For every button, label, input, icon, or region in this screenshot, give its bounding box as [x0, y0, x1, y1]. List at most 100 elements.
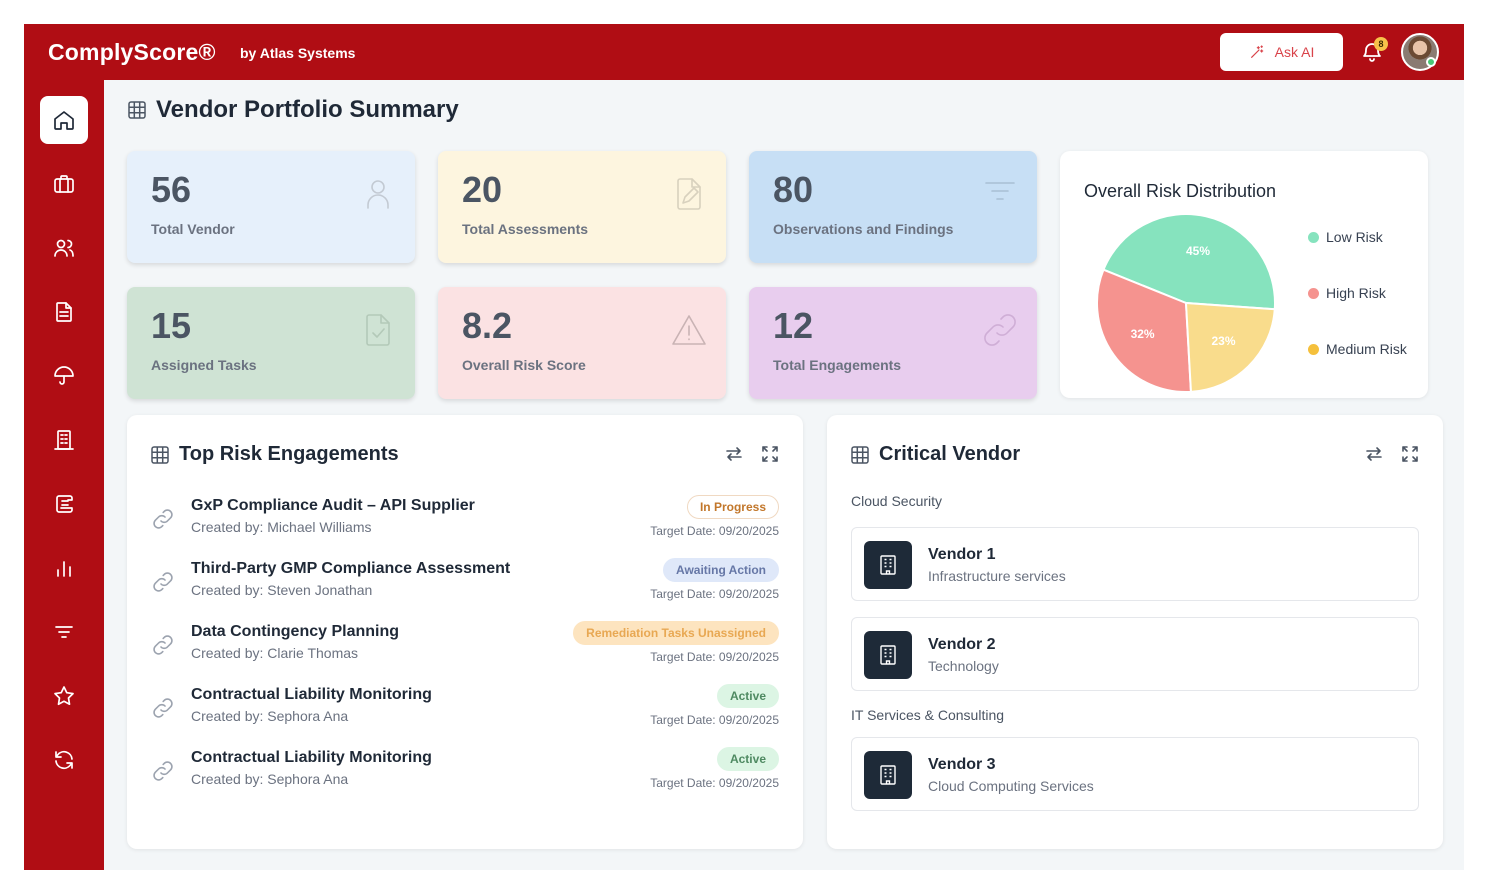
sidebar-item-policies[interactable]	[40, 480, 88, 528]
engagement-creator: Created by: Michael Williams	[191, 519, 372, 535]
vendor-card[interactable]: Vendor 2 Technology	[851, 617, 1419, 691]
bell-icon[interactable]	[1360, 40, 1384, 64]
stat-value: 15	[151, 305, 192, 346]
ask-ai-button[interactable]: Ask AI	[1220, 33, 1343, 71]
target-date: Target Date: 09/20/2025	[650, 587, 779, 601]
building-icon	[880, 645, 896, 665]
table-icon	[151, 445, 169, 464]
sidebar-item-documents[interactable]	[40, 288, 88, 336]
sidebar-item-sync[interactable]	[40, 736, 88, 784]
sidebar-item-filters[interactable]	[40, 608, 88, 656]
expand-icon[interactable]	[761, 445, 779, 463]
notification-badge: 8	[1374, 37, 1388, 51]
critical-vendor-card: Critical Vendor Cloud Security Vendor 1 …	[827, 415, 1443, 849]
status-badge: Remediation Tasks Unassigned	[573, 621, 779, 645]
sidebar-item-home[interactable]	[40, 96, 88, 144]
top-risk-engagements-card: Top Risk Engagements GxP Compliance Audi…	[127, 415, 803, 849]
vendor-card[interactable]: Vendor 3 Cloud Computing Services	[851, 737, 1419, 811]
scroll-icon	[56, 495, 73, 513]
legend-swatch	[1308, 343, 1319, 355]
status-badge: Active	[716, 684, 779, 708]
engagement-title: Contractual Liability Monitoring	[191, 686, 432, 703]
stat-value: 12	[773, 305, 814, 346]
card-title: Top Risk Engagements	[151, 443, 399, 466]
vendor-avatar	[864, 751, 912, 799]
filter-icon	[985, 182, 1015, 200]
link-icon	[153, 698, 173, 718]
status-badge: In Progress	[686, 495, 779, 519]
pie-slice-low-risk[interactable]	[1102, 213, 1276, 311]
avatar[interactable]	[1401, 33, 1439, 71]
list-item[interactable]: Data Contingency Planning Created by: Cl…	[151, 621, 779, 671]
building-icon	[880, 555, 896, 575]
stat-card-risk-score[interactable]: 8.2 Overall Risk Score	[438, 287, 726, 399]
legend-item-low-risk: Low Risk	[1308, 229, 1383, 245]
pie-slice-high-risk[interactable]	[1096, 268, 1193, 393]
card-title-text: Top Risk Engagements	[179, 443, 399, 465]
legend-item-medium-risk: Medium Risk	[1308, 341, 1407, 357]
sidebar-item-users[interactable]	[40, 224, 88, 272]
list-item[interactable]: Contractual Liability Monitoring Created…	[151, 684, 779, 734]
sidebar-item-organizations[interactable]	[40, 416, 88, 464]
legend-item-high-risk: High Risk	[1308, 285, 1386, 301]
legend-swatch	[1308, 287, 1319, 299]
link-icon	[153, 635, 173, 655]
engagement-creator: Created by: Sephora Ana	[191, 708, 349, 724]
vendor-card[interactable]: Vendor 1 Infrastructure services	[851, 527, 1419, 601]
list-item[interactable]: Third-Party GMP Compliance Assessment Cr…	[151, 558, 779, 608]
stat-label: Total Engagements	[773, 357, 902, 373]
legend-swatch	[1308, 231, 1319, 243]
engagement-title: Third-Party GMP Compliance Assessment	[191, 560, 511, 577]
sidebar-item-reports[interactable]	[40, 544, 88, 592]
bar-chart-icon	[57, 561, 71, 577]
vendor-category: Cloud Computing Services	[928, 778, 1094, 794]
stat-value: 8.2	[462, 305, 513, 346]
vendor-name: Vendor 2	[928, 636, 996, 653]
card-tools	[1365, 445, 1419, 463]
magic-wand-icon	[1250, 45, 1263, 58]
stat-card-total-vendor[interactable]: 56 Total Vendor	[127, 151, 415, 263]
legend-label: Medium Risk	[1326, 341, 1407, 357]
stat-card-total-assessments[interactable]: 20 Total Assessments	[438, 151, 726, 263]
stat-card-assigned-tasks[interactable]: 15 Assigned Tasks	[127, 287, 415, 399]
stat-card-observations[interactable]: 80 Observations and Findings	[749, 151, 1037, 263]
vendor-name: Vendor 3	[928, 756, 996, 773]
building-icon	[880, 765, 896, 785]
brand-subtitle: by Atlas Systems	[240, 45, 356, 61]
sidebar-item-risk[interactable]	[40, 352, 88, 400]
stat-value: 80	[773, 169, 814, 210]
link-icon	[153, 761, 173, 781]
stat-value: 56	[151, 169, 192, 210]
target-date: Target Date: 09/20/2025	[650, 776, 779, 790]
stat-label: Overall Risk Score	[462, 357, 586, 373]
building-icon	[54, 430, 74, 450]
table-icon	[128, 101, 146, 119]
vendor-category: Infrastructure services	[928, 568, 1066, 584]
swap-icon[interactable]	[725, 445, 743, 463]
expand-icon[interactable]	[1401, 445, 1419, 463]
table-icon	[851, 445, 869, 464]
star-icon	[54, 686, 74, 706]
ask-ai-label: Ask AI	[1274, 44, 1315, 60]
swap-icon[interactable]	[1365, 445, 1383, 463]
pie-slice-medium-risk[interactable]	[1184, 301, 1276, 393]
link-icon	[153, 509, 173, 529]
sidebar	[24, 80, 104, 870]
brand-logo[interactable]: ComplyScore®	[48, 39, 216, 65]
card-tools	[725, 445, 779, 463]
vendor-avatar	[864, 541, 912, 589]
sidebar-item-favorites[interactable]	[40, 672, 88, 720]
chart-title: Overall Risk Distribution	[1084, 181, 1277, 201]
sidebar-item-portfolio[interactable]	[40, 160, 88, 208]
risk-distribution-card: Overall Risk Distribution 45% 32% 23% Low …	[1060, 151, 1428, 398]
list-item[interactable]: Contractual Liability Monitoring Created…	[151, 747, 779, 797]
page-title: Vendor Portfolio Summary	[128, 96, 459, 124]
top-bar: ComplyScore® by Atlas Systems Ask AI 8	[24, 24, 1464, 80]
user-icon	[367, 180, 389, 209]
list-item[interactable]: GxP Compliance Audit – API Supplier Crea…	[151, 495, 779, 545]
stat-label: Total Assessments	[462, 221, 589, 237]
card-title-text: Critical Vendor	[879, 443, 1021, 465]
file-check-icon	[366, 314, 390, 346]
stat-card-total-engagements[interactable]: 12 Total Engagements	[749, 287, 1037, 399]
legend-label: High Risk	[1326, 285, 1386, 301]
